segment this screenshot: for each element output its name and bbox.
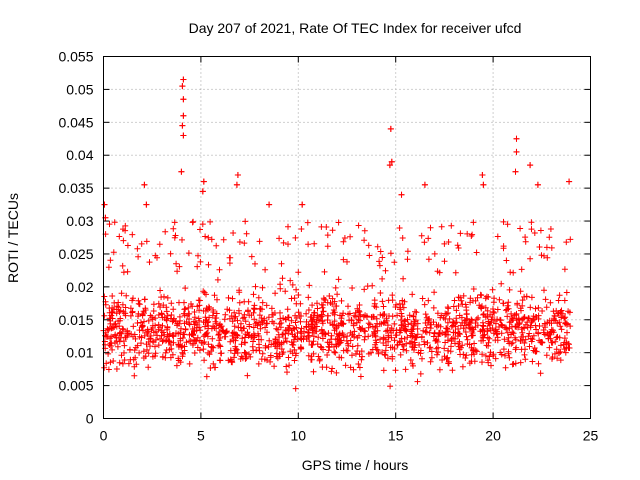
y-tick-label: 0.005 — [58, 378, 93, 394]
y-tick-label: 0.02 — [66, 279, 93, 295]
peak-point — [480, 181, 487, 188]
y-tick-label: 0.05 — [66, 81, 93, 97]
y-axis-label: ROTI / TECUs — [5, 193, 21, 283]
x-tick-label: 20 — [485, 428, 501, 444]
peak-point — [398, 191, 405, 198]
peak-point — [387, 125, 394, 132]
plot-frame — [103, 56, 591, 419]
x-tick-label: 15 — [388, 428, 404, 444]
roti-series-markers — [100, 76, 574, 392]
peak-point — [479, 171, 486, 178]
peak-point — [141, 181, 148, 188]
data-points — [100, 76, 574, 392]
y-tick-label: 0.035 — [58, 180, 93, 196]
peak-point — [233, 181, 240, 188]
peak-point — [527, 162, 534, 169]
peak-point — [180, 96, 187, 103]
chart-title: Day 207 of 2021, Rate Of TEC Index for r… — [189, 20, 522, 36]
peak-point — [180, 132, 187, 139]
x-tick-label: 10 — [291, 428, 307, 444]
peak-point — [388, 158, 395, 165]
peak-point — [143, 201, 150, 208]
peak-point — [180, 76, 187, 83]
peak-point — [234, 171, 241, 178]
peak-point — [266, 201, 273, 208]
peak-point — [512, 168, 519, 175]
peak-point — [200, 178, 207, 185]
y-tick-label: 0.025 — [58, 246, 93, 262]
x-tick-label: 5 — [197, 428, 205, 444]
peak-point — [179, 122, 186, 129]
peak-point — [513, 148, 520, 155]
peak-point — [178, 168, 185, 175]
y-tick-label: 0.045 — [58, 114, 93, 130]
peak-point — [534, 181, 541, 188]
peak-point — [199, 188, 206, 195]
y-axis-ticks: 0 0.005 0.01 0.015 0.02 0.025 0.03 0.035 0.04 0.0… — [58, 49, 591, 427]
peak-point — [513, 135, 520, 142]
peak-point — [299, 201, 306, 208]
y-tick-label: 0.01 — [66, 345, 93, 361]
peak-point — [566, 178, 573, 185]
x-axis-label: GPS time / hours — [302, 457, 409, 473]
y-tick-label: 0.015 — [58, 312, 93, 328]
x-tick-label: 0 — [100, 428, 108, 444]
y-tick-label: 0.055 — [58, 49, 93, 65]
peak-point — [386, 162, 393, 169]
y-tick-label: 0.04 — [66, 147, 93, 163]
peak-point — [101, 201, 108, 208]
y-tick-label: 0 — [86, 411, 94, 427]
x-axis-ticks: 0 5 10 15 20 25 — [100, 56, 599, 444]
peak-point — [421, 181, 428, 188]
x-tick-label: 25 — [583, 428, 599, 444]
y-tick-label: 0.03 — [66, 213, 93, 229]
peak-point — [180, 112, 187, 119]
peak-point — [179, 83, 186, 90]
